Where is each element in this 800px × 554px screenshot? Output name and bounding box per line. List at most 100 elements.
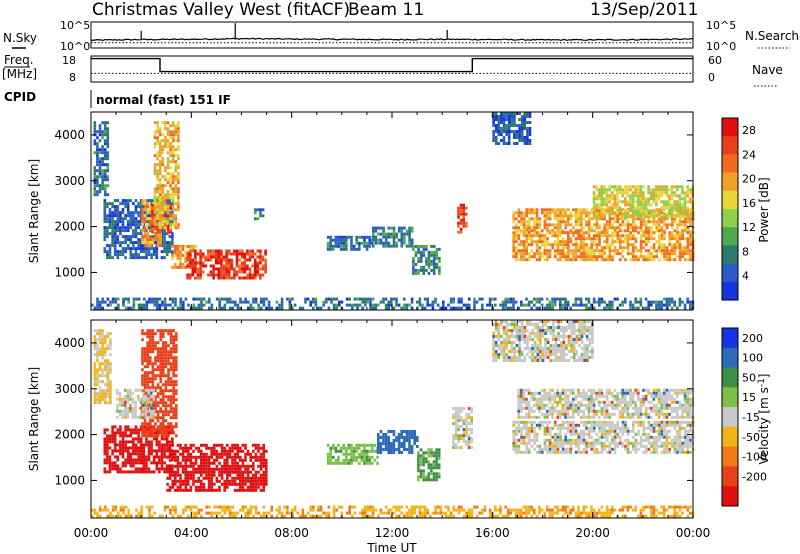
heatmap-cell-14 — [548, 243, 552, 247]
heatmap-cell-1 — [158, 443, 161, 447]
noise-panel-frame — [90, 21, 694, 49]
heatmap-cell-16 — [200, 300, 203, 304]
heatmap-cell-6 — [248, 270, 252, 274]
heatmap-cell-14 — [621, 246, 625, 250]
heatmap-cell-4 — [257, 476, 260, 480]
heatmap-cell-5 — [326, 455, 330, 459]
heatmap-cell-11 — [457, 206, 460, 210]
heatmap-cell-0 — [101, 151, 104, 155]
heatmap-cell-4 — [153, 193, 157, 197]
heatmap-cell-16 — [101, 297, 104, 301]
heatmap-cell-10 — [422, 250, 426, 254]
heatmap-cell-14 — [582, 231, 586, 235]
heatmap-cell-6 — [207, 252, 210, 256]
heatmap-cell-14 — [624, 240, 627, 244]
heatmap-cell-14 — [572, 255, 575, 259]
heatmap-cell-5 — [371, 449, 374, 453]
heatmap-cell-4 — [200, 443, 203, 447]
heatmap-cell-4 — [174, 488, 177, 492]
heatmap-cell-16 — [223, 297, 227, 301]
heatmap-cell-13 — [569, 214, 573, 218]
heatmap-cell-16 — [98, 306, 102, 310]
heatmap-cell-2 — [154, 404, 157, 408]
heatmap-cell-5 — [189, 247, 193, 251]
heatmap-cell-1 — [147, 253, 151, 257]
heatmap-cell-1 — [124, 470, 127, 474]
heatmap-cell-2 — [162, 434, 165, 438]
heatmap-cell-6 — [217, 267, 221, 271]
heatmap-cell-16 — [208, 297, 211, 301]
heatmap-cell-14 — [533, 231, 536, 235]
heatmap-cell-13 — [522, 229, 526, 233]
heatmap-cell-1 — [158, 467, 161, 471]
heatmap-cell-4 — [187, 449, 190, 453]
heatmap-cell-11 — [459, 218, 463, 222]
heatmap-cell-16 — [538, 300, 541, 304]
heatmap-cell-1 — [165, 241, 169, 245]
heatmap-cell-15 — [618, 215, 622, 219]
heatmap-cell-1 — [116, 241, 120, 245]
heatmap-cell-4 — [246, 452, 250, 456]
heatmap-cell-6 — [403, 448, 406, 451]
heatmap-cell-14 — [564, 246, 567, 250]
heatmap-cell-16 — [618, 303, 622, 307]
heatmap-cell-2 — [162, 401, 165, 405]
heatmap-cell-13 — [655, 226, 658, 230]
heatmap-cell-2 — [162, 329, 165, 333]
heatmap-cell-16 — [395, 300, 398, 304]
heatmap-cell-8 — [358, 235, 361, 239]
heatmap-cell-2 — [162, 365, 165, 369]
heatmap-cell-13 — [626, 226, 630, 230]
heatmap-cell-0 — [98, 139, 102, 143]
heatmap-cell-12 — [518, 118, 521, 121]
heatmap-cell-6 — [387, 445, 390, 448]
heatmap-cell-4 — [187, 455, 190, 459]
heatmap-cell-14 — [580, 237, 583, 241]
heatmap-cell-4 — [244, 455, 247, 459]
colorbar-segment — [722, 154, 738, 173]
heatmap-cell-16 — [124, 306, 128, 310]
heatmap-cell-14 — [525, 234, 528, 238]
heatmap-cell-8 — [334, 241, 338, 245]
heatmap-cell-0 — [109, 338, 112, 342]
heatmap-cell-0 — [98, 124, 102, 128]
heatmap-cell-2 — [146, 232, 149, 236]
heatmap-cell-16 — [101, 300, 104, 304]
heatmap-cell-16 — [153, 300, 156, 304]
heatmap-cell-11 — [459, 230, 463, 234]
heatmap-cell-2 — [169, 332, 173, 336]
heatmap-cell-4 — [166, 488, 169, 492]
heatmap-cell-4 — [241, 461, 245, 465]
heatmap-cell-14 — [624, 234, 627, 238]
heatmap-cell-16 — [239, 306, 242, 310]
heatmap-cell-4 — [202, 488, 206, 492]
heatmap-cell-0 — [93, 353, 97, 357]
heatmap-cell-4 — [156, 169, 159, 173]
heatmap-cell-4 — [226, 461, 229, 465]
heatmap-cell-1 — [124, 202, 127, 206]
heatmap-cell-2 — [156, 434, 160, 438]
heatmap-cell-12 — [497, 142, 501, 145]
heatmap-cell-14 — [689, 252, 692, 256]
heatmap-cell-14 — [520, 231, 523, 235]
heatmap-cell-15 — [683, 200, 687, 204]
heatmap-cell-13 — [556, 208, 560, 212]
heatmap-cell-13 — [684, 217, 687, 221]
heatmap-cell-14 — [671, 249, 674, 253]
heatmap-cell-15 — [613, 206, 617, 210]
heatmap-cell-0 — [101, 356, 104, 360]
heatmap-cell-16 — [629, 300, 632, 304]
heatmap-cell-16 — [556, 297, 559, 301]
heatmap-cell-14 — [543, 258, 547, 262]
heatmap-cell-10 — [430, 259, 433, 263]
heatmap-cell-2 — [143, 374, 147, 378]
heatmap-cell-4 — [166, 220, 170, 224]
heatmap-cell-1 — [139, 452, 143, 456]
heatmap-cell-0 — [101, 181, 104, 185]
heatmap-cell-4 — [210, 476, 213, 480]
heatmap-cell-16 — [486, 303, 489, 307]
colorbar-tick-label: 24 — [742, 148, 756, 161]
heatmap-cell-14 — [645, 231, 648, 235]
freq-plot — [91, 57, 693, 74]
heatmap-cell-1 — [126, 446, 130, 450]
